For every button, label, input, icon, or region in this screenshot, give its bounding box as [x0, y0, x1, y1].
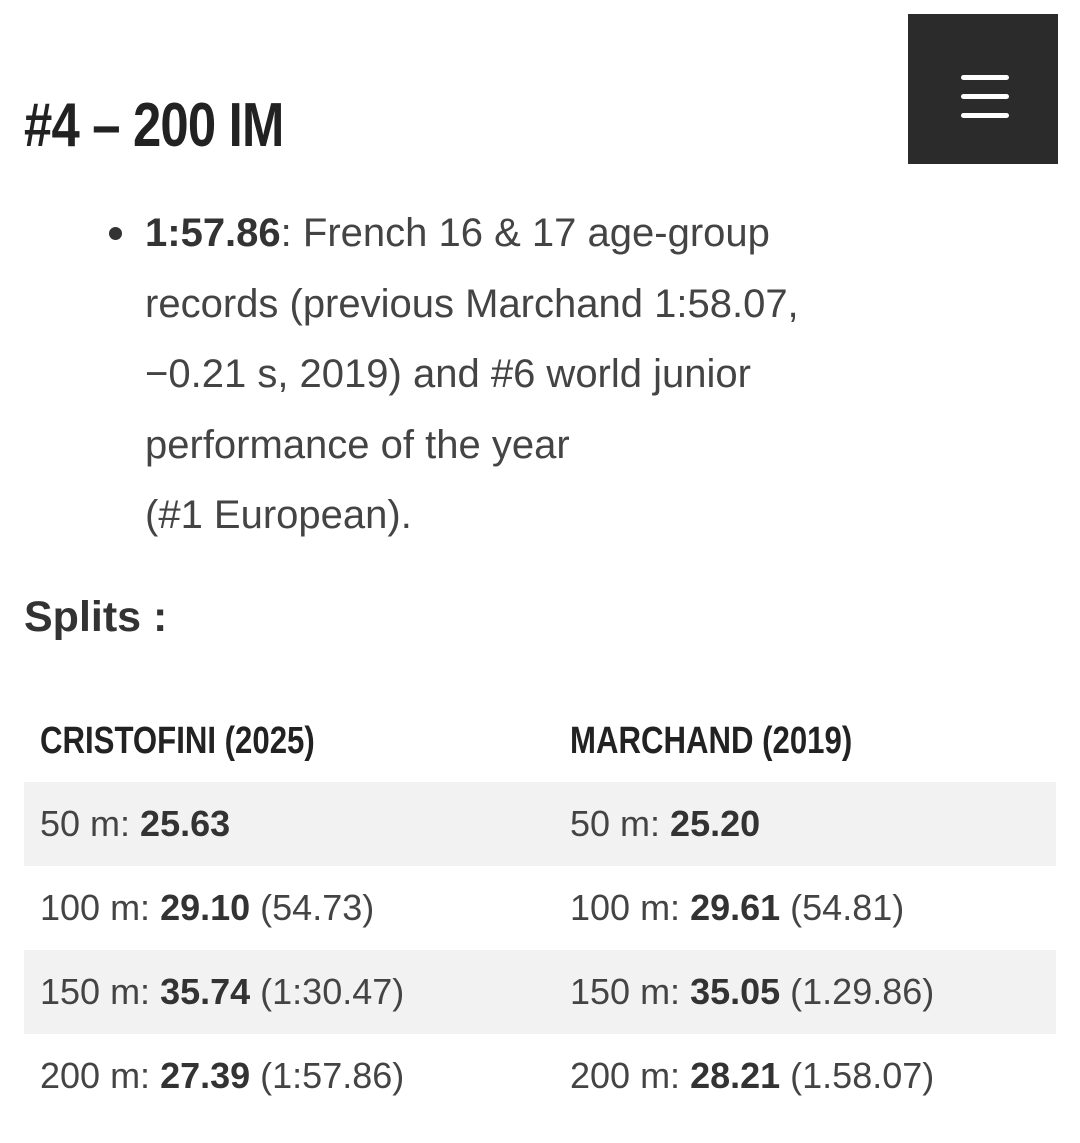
table-cell: 200 m: 27.39 (1:57.86): [40, 1055, 405, 1096]
table-row: 100 m: 29.10 (54.73) 100 m: 29.61 (54.81…: [24, 866, 1056, 950]
record-description-end: (#1 European).: [145, 493, 412, 537]
section-heading: #4 – 200 IM: [24, 91, 284, 160]
table-cell: 150 m: 35.74 (1:30.47): [24, 950, 554, 1034]
splits-table: CRISTOFINI (2025) MARCHAND (2019) 50 m: …: [24, 700, 1056, 1118]
table-header-row: CRISTOFINI (2025) MARCHAND (2019): [24, 700, 1056, 782]
table-row: 150 m: 35.74 (1:30.47) 150 m: 35.05 (1.2…: [24, 950, 1056, 1034]
bullet-dot: [109, 227, 122, 240]
splits-title: Splits :: [24, 593, 168, 641]
list-item: 1:57.86: French 16 & 17 age-group record…: [109, 198, 905, 551]
table-cell: 50 m: 25.63: [24, 782, 554, 866]
record-time: 1:57.86: [145, 211, 281, 255]
table-cell: 100 m: 29.61 (54.81): [570, 887, 905, 928]
table-cell: 200 m: 28.21 (1.58.07): [570, 1055, 935, 1096]
menu-button[interactable]: [908, 14, 1058, 164]
table-cell: 150 m: 35.05 (1.29.86): [554, 950, 1056, 1034]
column-header-marchand: MARCHAND (2019): [570, 719, 853, 762]
table-cell: 100 m: 29.10 (54.73): [40, 887, 375, 928]
record-description: : French 16 & 17 age-group records (prev…: [145, 211, 799, 467]
table-row: 200 m: 27.39 (1:57.86) 200 m: 28.21 (1.5…: [24, 1034, 1056, 1118]
table-row: 50 m: 25.63 50 m: 25.20: [24, 782, 1056, 866]
table-cell: 50 m: 25.20: [554, 782, 1056, 866]
record-list: 1:57.86: French 16 & 17 age-group record…: [0, 198, 1080, 551]
column-header-cristofini: CRISTOFINI (2025): [40, 719, 315, 762]
